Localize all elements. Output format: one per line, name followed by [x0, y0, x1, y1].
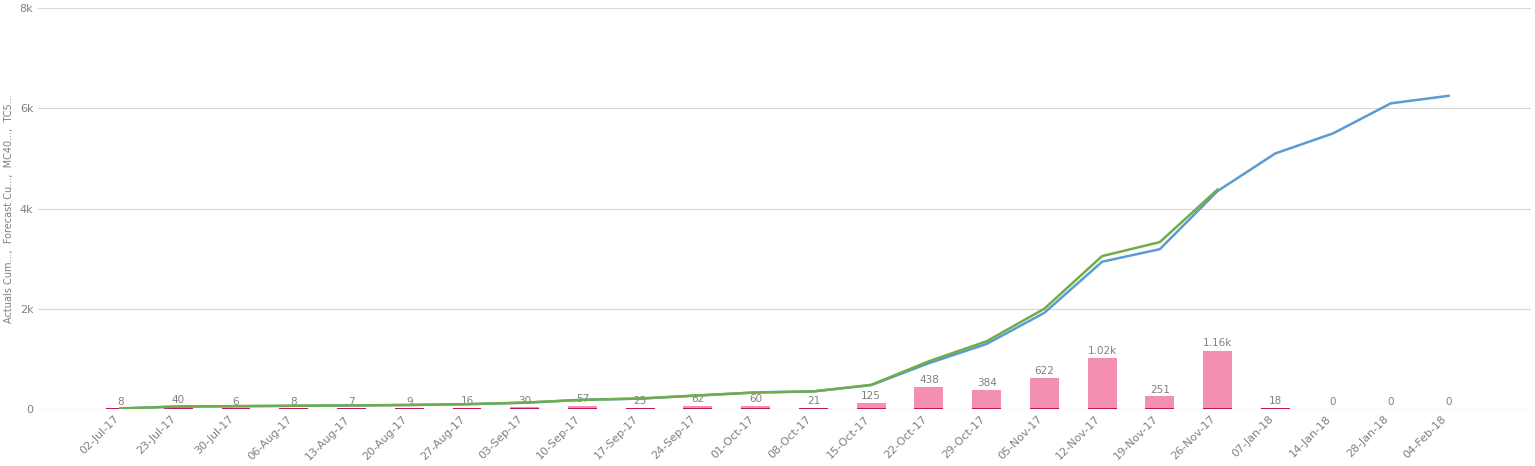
Bar	[683, 408, 712, 409]
Bar	[1088, 408, 1116, 409]
Text: 251: 251	[1150, 384, 1170, 395]
Text: 384: 384	[976, 378, 996, 388]
Text: 7: 7	[348, 397, 355, 407]
Y-axis label: Actuals Cum...,  Forecast Cu...,  MC40...,  TC5...: Actuals Cum..., Forecast Cu..., MC40...,…	[5, 94, 14, 323]
Bar	[279, 408, 309, 409]
Text: 57: 57	[576, 394, 589, 404]
Bar	[1203, 408, 1233, 409]
Text: 40: 40	[172, 395, 184, 405]
Bar	[1145, 396, 1174, 409]
Bar	[915, 408, 944, 409]
Text: 438: 438	[919, 375, 939, 385]
Bar	[1260, 408, 1289, 409]
Bar	[164, 408, 193, 409]
Bar	[1203, 351, 1233, 409]
Text: 125: 125	[861, 391, 881, 401]
Bar	[798, 408, 827, 409]
Text: 8: 8	[117, 397, 124, 407]
Bar	[568, 408, 597, 409]
Text: 6: 6	[233, 397, 239, 407]
Bar	[1145, 408, 1174, 409]
Bar	[106, 408, 135, 409]
Text: 25: 25	[634, 396, 646, 406]
Bar	[394, 408, 424, 409]
Text: 60: 60	[749, 394, 763, 404]
Bar	[164, 407, 193, 409]
Text: 0: 0	[1329, 397, 1337, 407]
Bar	[338, 408, 365, 409]
Bar	[510, 407, 539, 409]
Bar	[857, 408, 886, 409]
Bar	[568, 406, 597, 409]
Text: 16: 16	[460, 397, 474, 406]
Text: 9: 9	[405, 397, 413, 407]
Text: 1.02k: 1.02k	[1087, 346, 1117, 356]
Bar	[857, 403, 886, 409]
Text: 8: 8	[290, 397, 298, 407]
Bar	[1030, 408, 1059, 409]
Bar	[972, 390, 1001, 409]
Text: 622: 622	[1035, 366, 1055, 376]
Bar	[510, 408, 539, 409]
Bar	[453, 408, 482, 409]
Text: 30: 30	[519, 396, 531, 405]
Bar	[915, 387, 944, 409]
Bar	[741, 408, 771, 409]
Text: 21: 21	[807, 396, 820, 406]
Text: 0: 0	[1388, 397, 1394, 407]
Bar	[221, 408, 250, 409]
Bar	[798, 408, 827, 409]
Bar	[1030, 378, 1059, 409]
Bar	[1088, 358, 1116, 409]
Bar	[1260, 408, 1289, 409]
Bar	[683, 406, 712, 409]
Bar	[626, 408, 654, 409]
Bar	[453, 408, 482, 409]
Text: 62: 62	[691, 394, 705, 404]
Text: 1.16k: 1.16k	[1203, 338, 1233, 349]
Text: 0: 0	[1446, 397, 1452, 407]
Text: 18: 18	[1269, 396, 1282, 406]
Bar	[972, 408, 1001, 409]
Bar	[741, 406, 771, 409]
Bar	[626, 408, 654, 409]
